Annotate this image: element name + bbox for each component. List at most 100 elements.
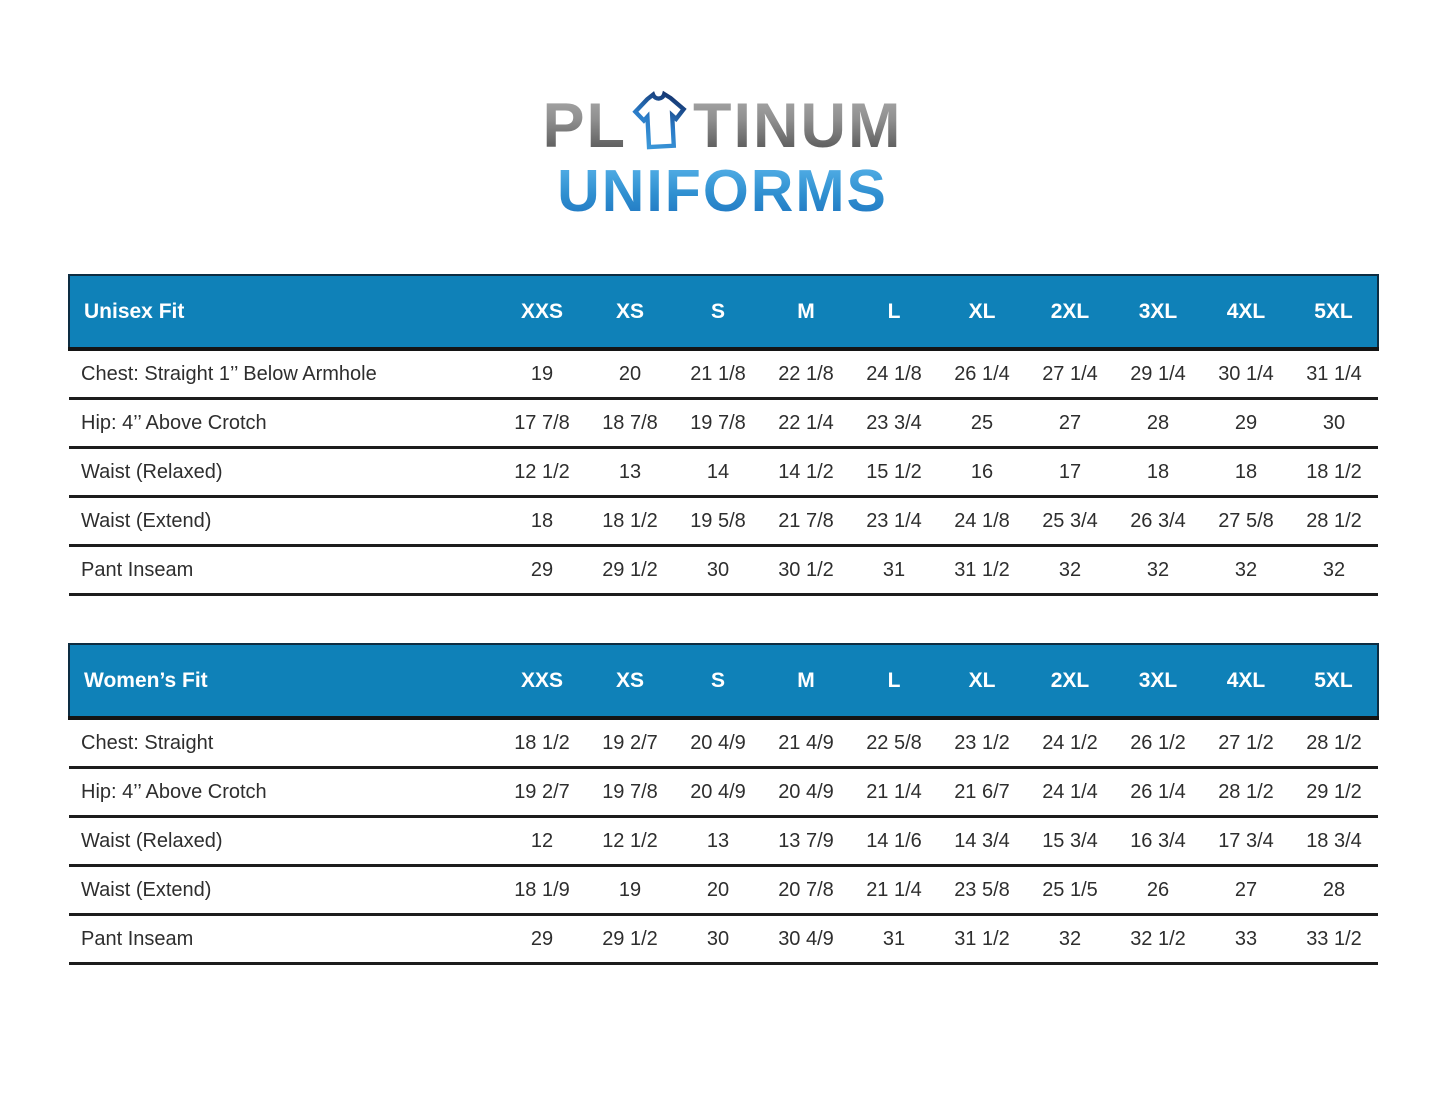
size-value: 19 2/7 bbox=[498, 767, 586, 818]
size-value: 17 7/8 bbox=[498, 398, 586, 449]
row-label: Waist (Extend) bbox=[69, 496, 498, 547]
size-value: 25 1/5 bbox=[1026, 865, 1114, 916]
size-column-header: 2XL bbox=[1026, 643, 1114, 720]
size-value: 33 bbox=[1202, 914, 1290, 965]
size-tables: Unisex Fit XXS XS S M L XL 2XL 3XL 4XL 5XL Chest: S… bbox=[68, 274, 1379, 965]
size-column-header: XS bbox=[586, 274, 674, 351]
size-column-header: M bbox=[762, 643, 850, 720]
size-value: 28 bbox=[1114, 398, 1202, 449]
size-value: 32 bbox=[1026, 545, 1114, 596]
size-value: 30 bbox=[1290, 398, 1378, 449]
size-value: 21 6/7 bbox=[938, 767, 1026, 818]
row-label: Chest: Straight bbox=[69, 718, 498, 769]
size-value: 26 1/2 bbox=[1114, 718, 1202, 769]
row-label: Waist (Relaxed) bbox=[69, 816, 498, 867]
size-value: 23 1/2 bbox=[938, 718, 1026, 769]
size-value: 26 1/4 bbox=[1114, 767, 1202, 818]
size-value: 13 bbox=[674, 816, 762, 867]
size-value: 18 bbox=[1114, 447, 1202, 498]
size-column-header: 5XL bbox=[1290, 274, 1379, 351]
size-value: 20 bbox=[586, 349, 674, 400]
size-value: 29 1/2 bbox=[586, 545, 674, 596]
size-value: 24 1/4 bbox=[1026, 767, 1114, 818]
size-value: 19 bbox=[586, 865, 674, 916]
size-value: 21 1/8 bbox=[674, 349, 762, 400]
size-value: 23 5/8 bbox=[938, 865, 1026, 916]
size-value: 18 3/4 bbox=[1290, 816, 1378, 867]
size-value: 19 5/8 bbox=[674, 496, 762, 547]
table-row: Pant Inseam 29 29 1/2 30 30 4/9 31 31 1/2 32 32 … bbox=[69, 914, 1378, 965]
size-value: 14 1/6 bbox=[850, 816, 938, 867]
size-value: 31 bbox=[850, 545, 938, 596]
row-label: Chest: Straight 1’’ Below Armhole bbox=[69, 349, 498, 400]
size-column-header: 3XL bbox=[1114, 643, 1202, 720]
size-value: 13 bbox=[586, 447, 674, 498]
size-value: 24 1/2 bbox=[1026, 718, 1114, 769]
size-column-header: 5XL bbox=[1290, 643, 1379, 720]
size-value: 18 1/2 bbox=[498, 718, 586, 769]
size-value: 25 3/4 bbox=[1026, 496, 1114, 547]
size-value: 20 7/8 bbox=[762, 865, 850, 916]
size-value: 20 4/9 bbox=[674, 718, 762, 769]
size-value: 27 bbox=[1026, 398, 1114, 449]
size-value: 15 1/2 bbox=[850, 447, 938, 498]
size-value: 22 5/8 bbox=[850, 718, 938, 769]
size-value: 28 1/2 bbox=[1290, 496, 1378, 547]
size-value: 12 1/2 bbox=[498, 447, 586, 498]
size-value: 22 1/8 bbox=[762, 349, 850, 400]
row-label: Hip: 4’’ Above Crotch bbox=[69, 398, 498, 449]
size-value: 30 bbox=[674, 545, 762, 596]
header-row: Unisex Fit XXS XS S M L XL 2XL 3XL 4XL 5XL bbox=[68, 274, 1379, 351]
table-row: Waist (Extend) 18 1/9 19 20 20 7/8 21 1/4 23 5… bbox=[69, 865, 1378, 916]
table-row: Waist (Relaxed) 12 12 1/2 13 13 7/9 14 1/6 14 … bbox=[69, 816, 1378, 867]
row-label: Waist (Extend) bbox=[69, 865, 498, 916]
size-value: 30 4/9 bbox=[762, 914, 850, 965]
logo-text-pl: PL bbox=[542, 91, 628, 161]
size-column-header: XXS bbox=[498, 643, 586, 720]
size-column-header: 4XL bbox=[1202, 643, 1290, 720]
logo-wordmark-uniforms: UNIFORMS bbox=[0, 162, 1445, 221]
size-value: 21 1/4 bbox=[850, 767, 938, 818]
size-value: 21 1/4 bbox=[850, 865, 938, 916]
size-value: 21 4/9 bbox=[762, 718, 850, 769]
size-value: 20 bbox=[674, 865, 762, 916]
size-table: Women’s Fit XXS XS S M L XL 2XL 3XL 4XL 5XL Chest: … bbox=[68, 643, 1379, 965]
size-value: 31 1/4 bbox=[1290, 349, 1378, 400]
table-row: Waist (Relaxed) 12 1/2 13 14 14 1/2 15 1/2 16 1… bbox=[69, 447, 1378, 498]
size-value: 15 3/4 bbox=[1026, 816, 1114, 867]
header-row: Women’s Fit XXS XS S M L XL 2XL 3XL 4XL 5XL bbox=[68, 643, 1379, 720]
size-value: 24 1/8 bbox=[938, 496, 1026, 547]
table-row: Pant Inseam 29 29 1/2 30 30 1/2 31 31 1/2 32 32 3… bbox=[69, 545, 1378, 596]
size-column-header: XXS bbox=[498, 274, 586, 351]
size-value: 14 3/4 bbox=[938, 816, 1026, 867]
table-row: Waist (Extend) 18 18 1/2 19 5/8 21 7/8 23 1/4… bbox=[69, 496, 1378, 547]
size-value: 30 1/2 bbox=[762, 545, 850, 596]
size-value: 27 5/8 bbox=[1202, 496, 1290, 547]
size-value: 23 1/4 bbox=[850, 496, 938, 547]
size-column-header: L bbox=[850, 643, 938, 720]
row-label: Waist (Relaxed) bbox=[69, 447, 498, 498]
size-value: 26 3/4 bbox=[1114, 496, 1202, 547]
row-label: Pant Inseam bbox=[69, 545, 498, 596]
size-value: 32 bbox=[1202, 545, 1290, 596]
row-label: Pant Inseam bbox=[69, 914, 498, 965]
size-value: 32 1/2 bbox=[1114, 914, 1202, 965]
size-value: 33 1/2 bbox=[1290, 914, 1378, 965]
table-row: Chest: Straight 18 1/2 19 2/7 20 4/9 21 4/9 2… bbox=[69, 718, 1378, 769]
size-value: 30 1/4 bbox=[1202, 349, 1290, 400]
size-value: 29 bbox=[498, 545, 586, 596]
size-value: 29 1/2 bbox=[586, 914, 674, 965]
size-value: 27 1/2 bbox=[1202, 718, 1290, 769]
size-column-header: M bbox=[762, 274, 850, 351]
table-title: Unisex Fit bbox=[68, 274, 498, 351]
size-column-header: XS bbox=[586, 643, 674, 720]
size-column-header: XL bbox=[938, 274, 1026, 351]
size-value: 24 1/8 bbox=[850, 349, 938, 400]
size-value: 19 2/7 bbox=[586, 718, 674, 769]
size-value: 18 1/2 bbox=[586, 496, 674, 547]
size-value: 28 bbox=[1290, 865, 1378, 916]
size-value: 16 bbox=[938, 447, 1026, 498]
size-column-header: XL bbox=[938, 643, 1026, 720]
table-title: Women’s Fit bbox=[68, 643, 498, 720]
